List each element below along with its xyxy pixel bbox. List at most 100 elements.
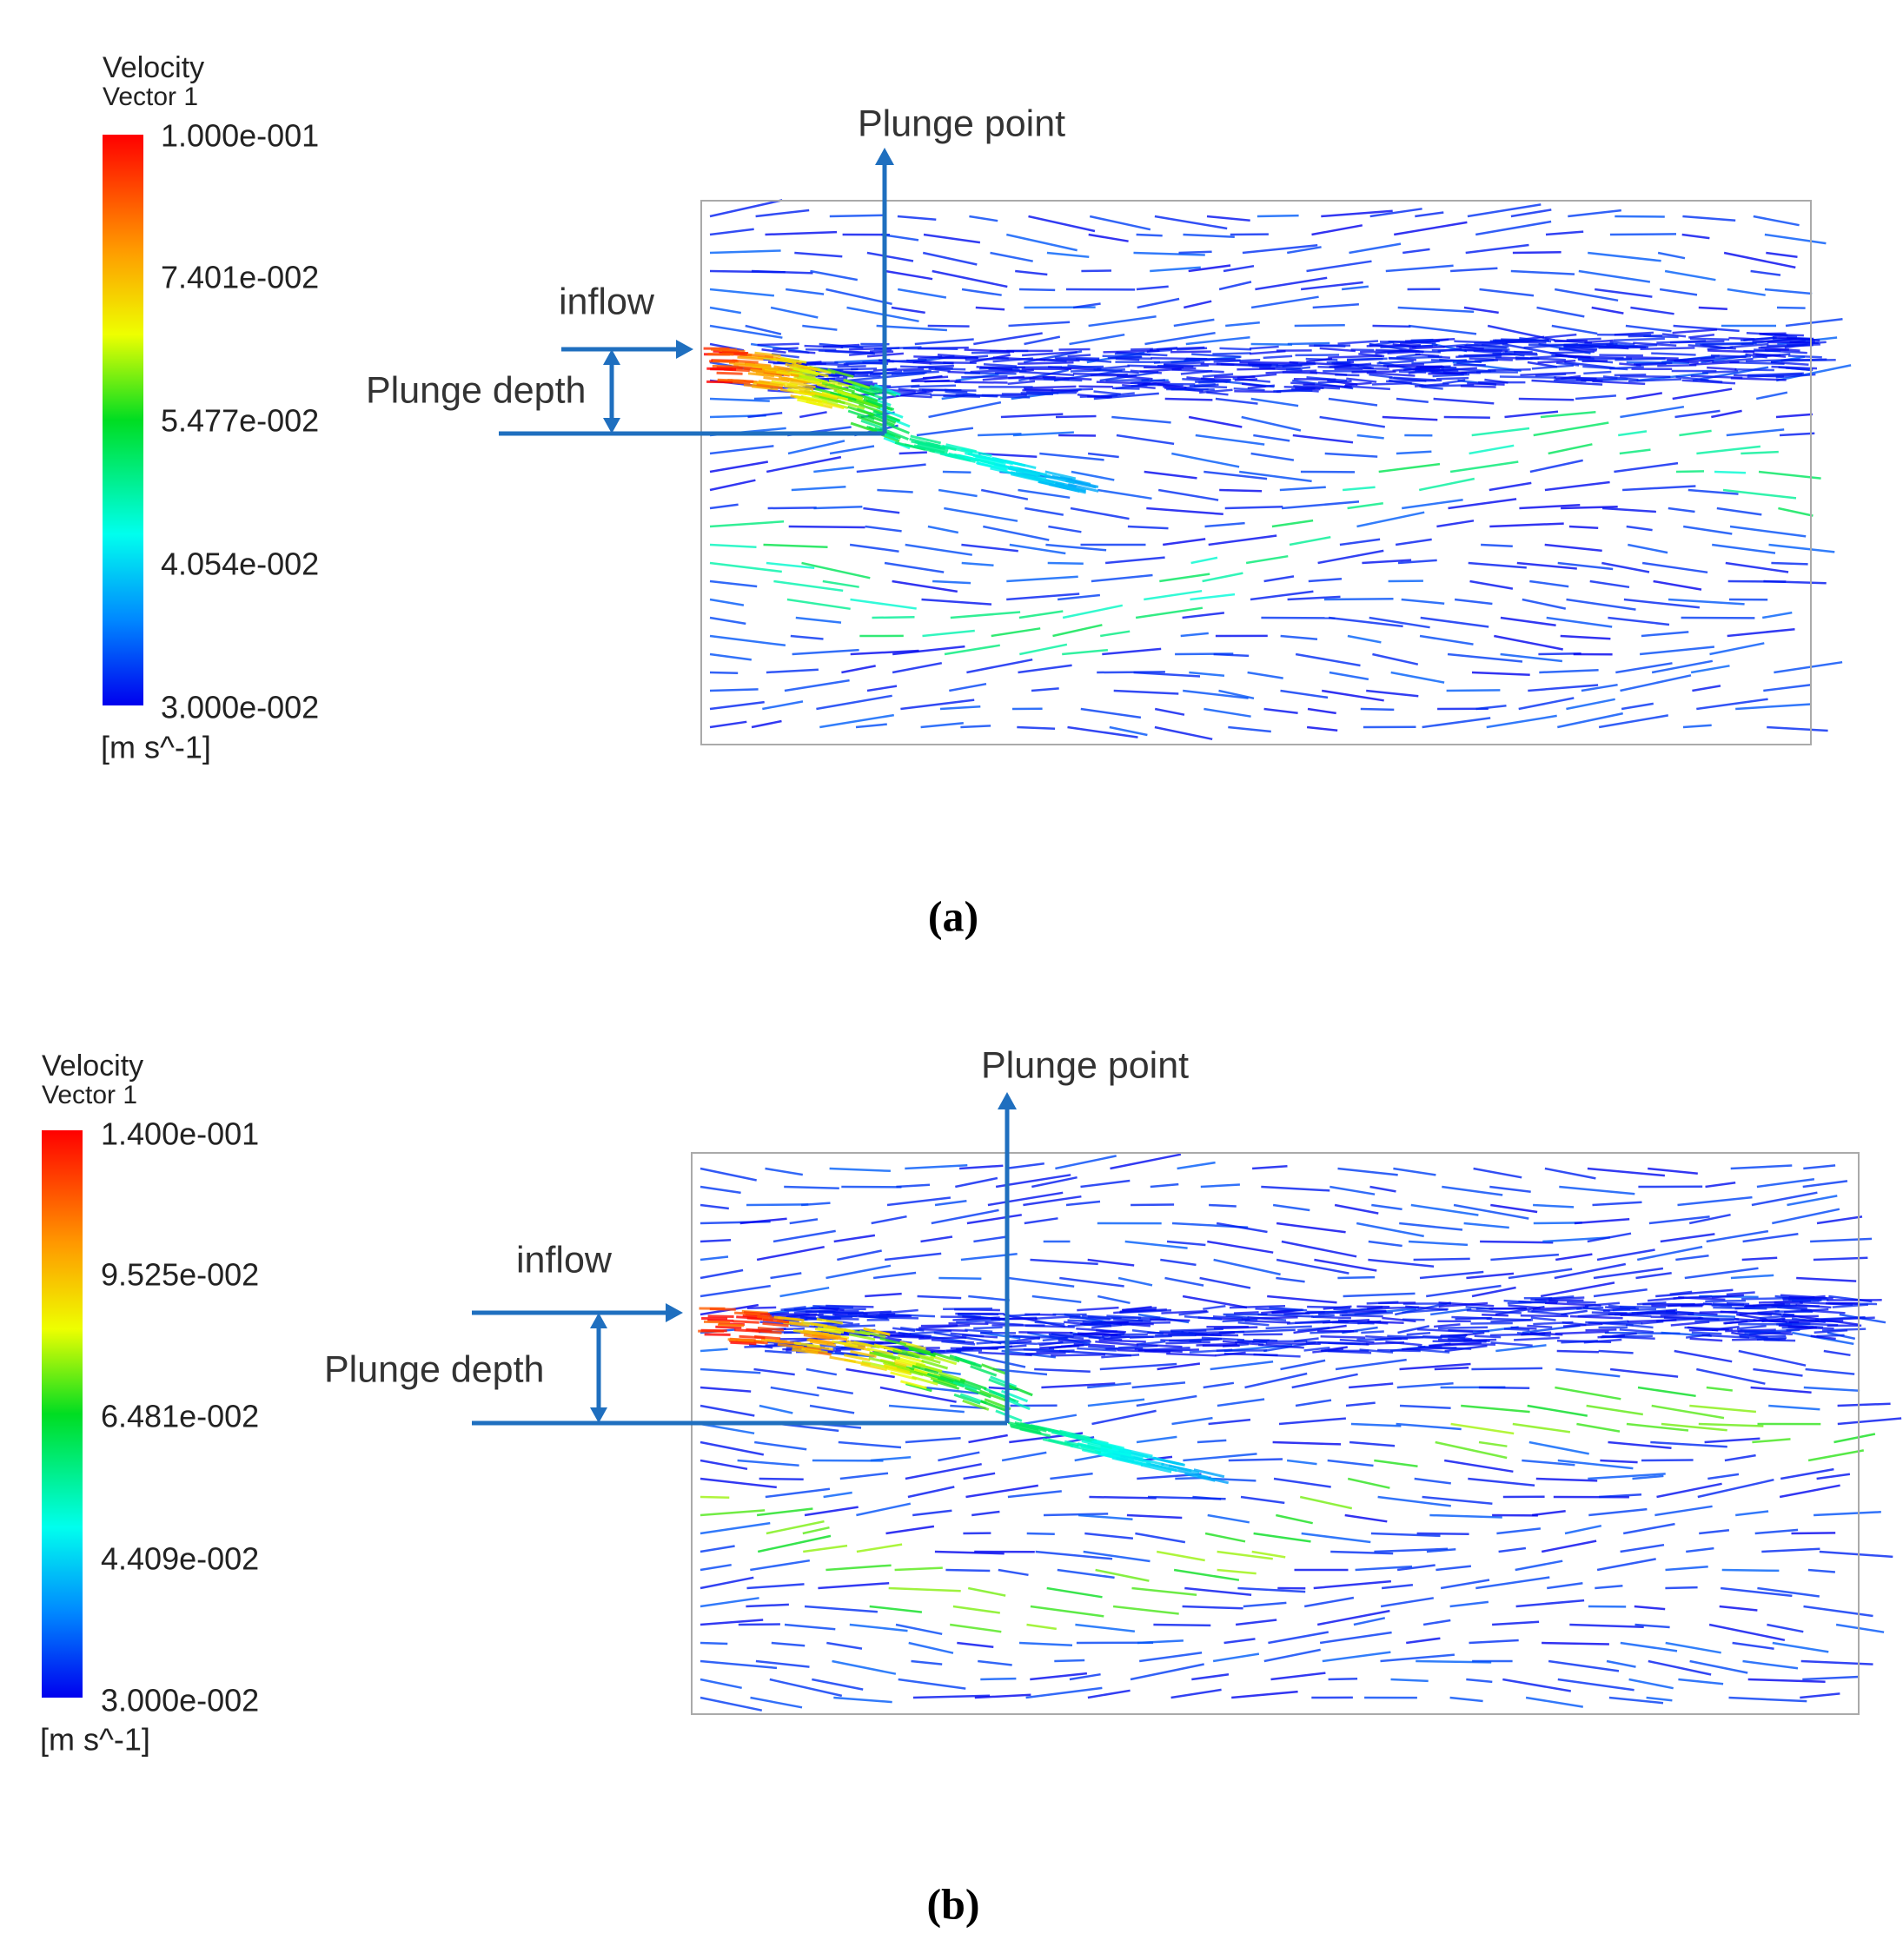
vector — [1067, 364, 1102, 370]
vector — [1322, 1651, 1391, 1663]
vector — [864, 1328, 891, 1336]
vector — [1689, 1337, 1723, 1342]
vector — [998, 1568, 1029, 1577]
vector — [975, 455, 1006, 466]
vector — [1584, 339, 1614, 344]
vector — [1796, 1276, 1857, 1282]
vector — [1554, 376, 1597, 380]
vector — [1568, 209, 1621, 218]
vector — [950, 611, 1021, 619]
vector — [847, 409, 875, 421]
vector — [1321, 209, 1393, 218]
vector — [1739, 1332, 1761, 1337]
vector — [1723, 251, 1796, 269]
vector — [1355, 1565, 1413, 1572]
vector — [990, 1375, 1018, 1388]
vector — [1442, 1185, 1503, 1196]
vector — [1018, 1331, 1073, 1334]
vector — [1626, 1422, 1689, 1432]
vector — [866, 1347, 894, 1356]
vector — [1145, 1462, 1177, 1472]
vector — [1705, 1181, 1736, 1189]
vector — [1390, 671, 1445, 684]
vector — [1131, 348, 1153, 351]
vector — [1329, 671, 1369, 681]
vector — [1772, 335, 1820, 342]
vector — [1782, 1298, 1829, 1301]
vector — [1833, 1433, 1876, 1444]
vector — [1204, 1532, 1246, 1543]
vector — [1208, 534, 1277, 546]
vector — [1481, 543, 1513, 548]
vector — [956, 1345, 1013, 1351]
vector — [1471, 671, 1530, 676]
vector — [1100, 630, 1131, 638]
vector — [772, 1229, 836, 1243]
vector — [1378, 462, 1441, 473]
vector — [1368, 1240, 1402, 1248]
vector — [1369, 1185, 1396, 1193]
vector — [1184, 300, 1212, 309]
vector — [1622, 485, 1696, 492]
vector — [1787, 354, 1822, 359]
legend-title: Velocity — [42, 1050, 143, 1083]
vector — [1140, 1463, 1172, 1473]
vector — [1366, 371, 1416, 377]
vector — [1688, 1313, 1736, 1319]
vector — [1267, 1295, 1337, 1304]
vector — [865, 1292, 902, 1298]
vector — [762, 1318, 790, 1324]
vector — [1656, 1482, 1722, 1499]
vector — [915, 1362, 943, 1373]
vector — [1823, 1349, 1851, 1357]
vector — [1683, 525, 1733, 535]
vector — [700, 1386, 752, 1393]
vector — [1112, 1605, 1179, 1615]
vector — [1648, 1215, 1710, 1225]
vector — [918, 364, 954, 368]
vector — [1051, 1353, 1106, 1357]
vector — [900, 394, 932, 399]
vector — [1263, 1648, 1321, 1663]
vector — [1030, 1258, 1098, 1266]
vector — [810, 269, 859, 281]
vector — [1135, 606, 1203, 619]
vector — [1595, 1584, 1623, 1590]
vector — [1170, 1328, 1223, 1333]
vector — [1022, 351, 1077, 357]
vector — [869, 348, 892, 353]
vector — [1434, 1366, 1469, 1371]
vector — [1207, 1240, 1274, 1254]
vector — [1469, 1639, 1519, 1645]
vector — [1556, 1349, 1599, 1354]
legend-tick: 9.525e-002 — [101, 1257, 259, 1293]
vector — [751, 719, 782, 729]
vector — [1049, 1334, 1084, 1340]
vector — [927, 525, 959, 534]
vector — [1077, 1333, 1118, 1336]
vector — [1469, 444, 1515, 455]
vector — [1276, 1258, 1349, 1275]
vector — [1380, 1653, 1455, 1663]
vector — [1035, 1550, 1113, 1560]
legend-tick: 3.000e-002 — [161, 690, 319, 725]
vector — [1057, 593, 1101, 601]
vector — [839, 1472, 889, 1480]
vector — [1360, 707, 1395, 712]
vector — [1321, 1349, 1372, 1354]
vector — [1389, 355, 1442, 360]
vector — [1473, 1167, 1522, 1179]
vector — [1665, 1586, 1698, 1590]
vector — [892, 645, 965, 656]
vector — [700, 1268, 744, 1280]
caption: (b) — [926, 1879, 979, 1928]
vector — [923, 233, 981, 244]
vector — [822, 579, 859, 588]
vector — [1732, 1641, 1774, 1650]
vector — [1436, 376, 1469, 381]
vector — [1018, 1641, 1073, 1647]
vector — [810, 1322, 838, 1329]
vector — [1350, 348, 1375, 352]
vector — [974, 1693, 1031, 1699]
vector — [1397, 306, 1475, 314]
